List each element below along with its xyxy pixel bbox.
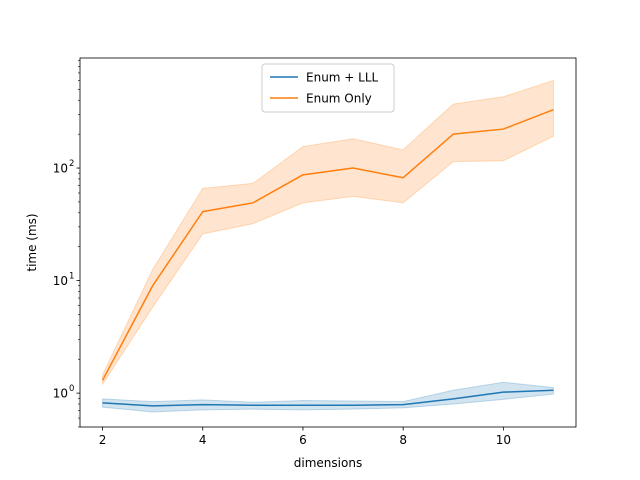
x-axis: 2 4 6 8 10 (99, 427, 511, 447)
x-axis-label: dimensions (294, 456, 362, 470)
y-tick-exponent: 0 (69, 384, 74, 394)
legend: Enum + LLL Enum Only (261, 63, 395, 113)
y-tick-label: 10 (53, 162, 68, 176)
x-tick-label: 6 (299, 433, 307, 447)
line-series-1 (101, 108, 554, 381)
legend-label-1: Enum Only (306, 92, 372, 106)
band-series-1 (102, 79, 554, 386)
x-tick-label: 4 (199, 433, 207, 447)
x-tick-label: 2 (99, 433, 107, 447)
x-tick-label: 10 (496, 433, 511, 447)
x-tick-label: 8 (399, 433, 407, 447)
y-tick-label: 10 (53, 274, 68, 288)
axes-frame (79, 57, 577, 428)
plot-frame (79, 57, 577, 428)
legend-label-0: Enum + LLL (306, 71, 379, 85)
legend-box (261, 63, 395, 113)
line-series-0 (102, 389, 554, 407)
y-tick-label: 10 (53, 387, 68, 401)
y-tick-exponent: 1 (69, 272, 74, 282)
series-lines (101, 108, 554, 407)
plot-background (80, 58, 576, 427)
y-tick-exponent: 2 (69, 159, 74, 169)
y-axis-label: time (ms) (25, 213, 39, 271)
